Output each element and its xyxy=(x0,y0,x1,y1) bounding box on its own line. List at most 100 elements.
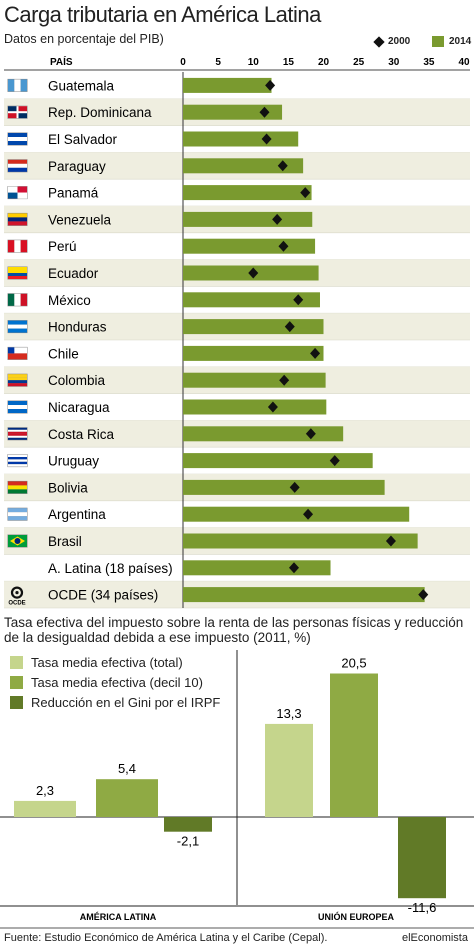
argentina-flag-icon xyxy=(7,507,28,521)
nicaragua-flag-icon xyxy=(7,400,28,414)
bar-2014-18 xyxy=(183,560,331,576)
bolivia-flag-icon xyxy=(7,480,28,494)
country-label: Guatemala xyxy=(48,78,115,93)
marker-2000-3 xyxy=(277,160,288,172)
country-label: Rep. Dominicana xyxy=(48,105,152,120)
second-chart-legend: Tasa media efectiva (total) Tasa media e… xyxy=(10,652,220,712)
guatemala-flag-icon xyxy=(7,78,28,92)
marker-2000-2 xyxy=(261,133,272,145)
country-label: Perú xyxy=(48,239,77,254)
marker-2000-0 xyxy=(265,79,276,91)
bar-2014-15 xyxy=(183,479,385,495)
ocde-logo-icon: OCDE xyxy=(8,586,26,607)
legend-total-label: Tasa media efectiva (total) xyxy=(31,654,183,670)
bar-2014-13 xyxy=(183,426,344,442)
country-label: Panamá xyxy=(48,186,99,201)
costa-rica-flag-icon xyxy=(7,427,28,441)
bar-0-2 xyxy=(164,817,212,832)
marker-2000-17 xyxy=(385,535,396,547)
bar-2014-12 xyxy=(183,399,327,415)
bar-0-0 xyxy=(14,800,76,817)
bar-2014-1 xyxy=(183,104,283,120)
group-label-1: UNIÓN EUROPEA xyxy=(318,911,395,922)
x-tick-25: 25 xyxy=(353,57,365,68)
bar-2014-10 xyxy=(183,345,324,361)
income-tax-chart: AMÉRICA LATINA 2,3 5,4 -2,1 UNIÓN EUROPEA 13,… xyxy=(0,650,474,929)
bar-2014-11 xyxy=(183,372,326,388)
x-tick-30: 30 xyxy=(388,57,400,68)
medium-green-square-icon xyxy=(10,675,23,689)
country-label: A. Latina (18 países) xyxy=(48,561,173,576)
marker-2000-18 xyxy=(288,562,299,574)
light-green-square-icon xyxy=(10,655,23,669)
group-label-0: AMÉRICA LATINA xyxy=(80,912,157,922)
country-label: Costa Rica xyxy=(48,427,115,442)
x-tick-5: 5 xyxy=(215,57,221,68)
marker-2000-15 xyxy=(289,481,300,493)
ecuador-flag-icon xyxy=(7,266,28,280)
data-label-0-2: -2,1 xyxy=(177,834,199,849)
mexico-flag-icon xyxy=(7,293,28,307)
marker-2000-12 xyxy=(267,401,278,413)
country-label: Bolivia xyxy=(48,480,88,495)
marker-2000-6 xyxy=(278,240,289,252)
legend-2014: 2014 xyxy=(432,36,471,47)
country-label: Colombia xyxy=(48,373,106,388)
bar-2014-19 xyxy=(183,587,425,603)
marker-2000-7 xyxy=(248,267,259,279)
bar-0-1 xyxy=(96,779,158,817)
marker-2000-13 xyxy=(305,428,316,440)
bar-1-0 xyxy=(265,723,313,817)
peru-flag-icon xyxy=(7,239,28,253)
bar-1-2 xyxy=(398,817,446,899)
legend-2000-label: 2000 xyxy=(388,36,411,47)
country-label: Paraguay xyxy=(48,159,106,174)
publisher-credit: elEconomista xyxy=(401,932,468,944)
source-note: Fuente: Estudio Económico de América Lat… xyxy=(4,932,328,944)
tax-burden-chart: PAÍS 0 5 10 15 20 25 30 35 40 Guatemala Rep. Domini… xyxy=(4,55,470,609)
bar-2014-3 xyxy=(183,158,304,174)
marker-2000-1 xyxy=(259,106,270,118)
x-tick-40: 40 xyxy=(458,57,470,68)
uruguay-flag-icon xyxy=(7,454,28,468)
data-label-0-0: 2,3 xyxy=(36,783,54,798)
country-label: El Salvador xyxy=(48,132,118,147)
marker-2000-10 xyxy=(310,347,321,359)
legend-gini-label: Reducción en el Gini por el IRPF xyxy=(31,694,221,710)
legend-2014-label: 2014 xyxy=(449,36,472,47)
dark-green-square-icon xyxy=(10,695,23,709)
legend-decil10-label: Tasa media efectiva (decil 10) xyxy=(31,674,203,690)
venezuela-flag-icon xyxy=(7,212,28,226)
legend-2000: 2000 xyxy=(373,35,411,48)
bar-2014-0 xyxy=(183,77,272,93)
second-chart-title: Tasa efectiva del impuesto sobre la rent… xyxy=(4,615,464,645)
bar-2014-2 xyxy=(183,131,299,147)
country-label: Argentina xyxy=(48,507,106,522)
country-label: Chile xyxy=(48,346,79,361)
data-label-1-1: 20,5 xyxy=(341,656,366,671)
legend-item-gini: Reducción en el Gini por el IRPF xyxy=(10,692,220,712)
legend-item-total: Tasa media efectiva (total) xyxy=(10,652,220,672)
panama-flag-icon xyxy=(7,186,28,200)
bar-2014-16 xyxy=(183,506,410,522)
legend-item-decil10: Tasa media efectiva (decil 10) xyxy=(10,672,220,692)
marker-2000-5 xyxy=(272,213,283,225)
marker-2000-16 xyxy=(303,508,314,520)
country-label: Nicaragua xyxy=(48,400,110,415)
colombia-flag-icon xyxy=(7,373,28,387)
x-tick-10: 10 xyxy=(248,57,260,68)
diamond-marker-icon xyxy=(373,35,385,48)
bar-2014-8 xyxy=(183,292,320,308)
x-tick-15: 15 xyxy=(283,57,295,68)
marker-2000-4 xyxy=(300,187,311,199)
marker-2000-11 xyxy=(279,374,290,386)
marker-2000-9 xyxy=(284,321,295,333)
brazil-flag-icon xyxy=(7,534,28,548)
marker-2000-14 xyxy=(329,455,340,467)
green-square-icon xyxy=(432,36,444,47)
chart-subtitle: Datos en porcentaje del PIB) xyxy=(4,32,164,46)
bar-2014-14 xyxy=(183,453,373,469)
bar-2014-9 xyxy=(183,319,324,335)
x-tick-0: 0 xyxy=(180,57,186,68)
chile-flag-icon xyxy=(7,346,28,360)
